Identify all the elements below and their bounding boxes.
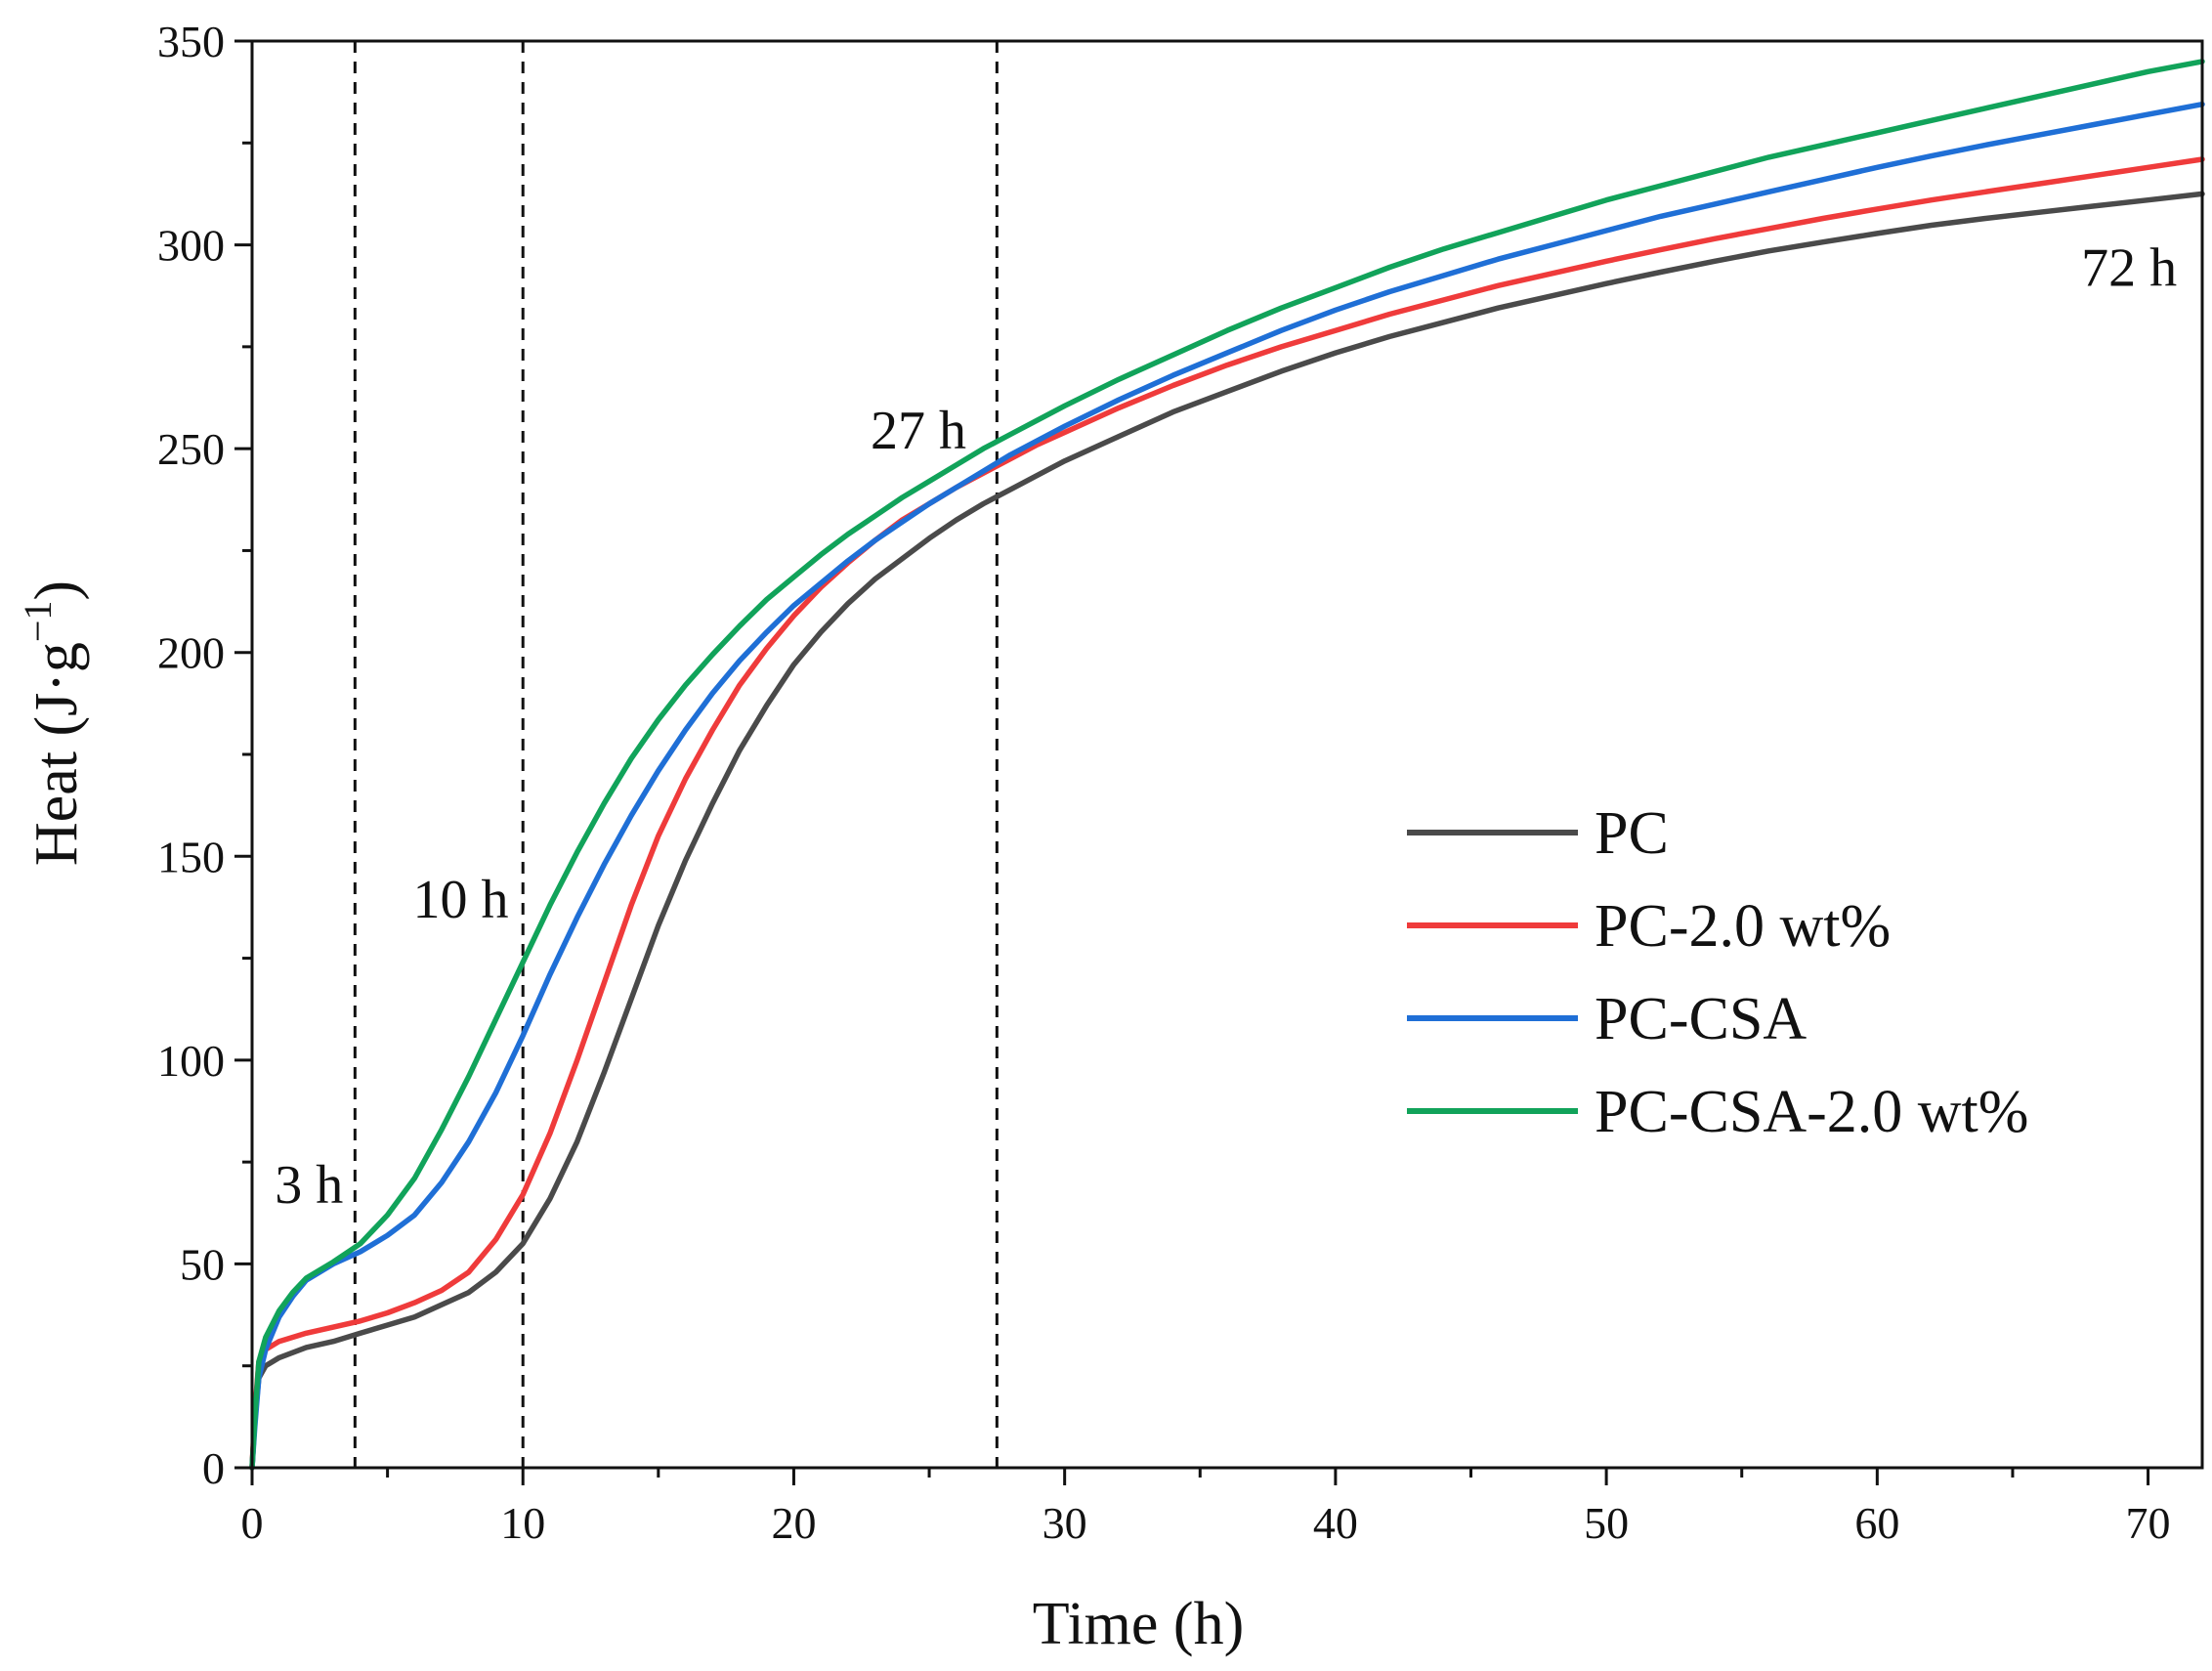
x-axis-title: Time (h) — [1033, 1591, 1244, 1657]
annotation-1: 10 h — [412, 870, 508, 930]
y-tick-label-300: 300 — [157, 221, 225, 271]
x-tick-label-30: 30 — [1042, 1498, 1087, 1548]
series-lines — [249, 59, 2205, 1471]
x-tick-label-0: 0 — [241, 1498, 264, 1548]
vertical-reference-lines — [353, 41, 999, 1468]
y-tick-label-250: 250 — [157, 424, 225, 474]
legend: PC PC-2.0 wt% PC-CSA PC-CSA-2.0 wt% — [1407, 800, 2028, 1145]
legend-label-0: PC — [1595, 800, 1669, 867]
y-tick-label-0: 0 — [202, 1443, 225, 1493]
x-tick-label-20: 20 — [771, 1498, 816, 1548]
y-axis-ticks: 0 50 100 150 200 250 300 350 — [157, 17, 252, 1493]
plot-frame — [250, 39, 2204, 1470]
series-line-0 — [249, 191, 2205, 1471]
series-line-3 — [249, 59, 2205, 1471]
x-axis-ticks: 0 10 20 30 40 50 60 70 — [241, 1468, 2171, 1548]
legend-label-2: PC-CSA — [1595, 986, 1807, 1052]
y-tick-label-200: 200 — [157, 628, 225, 678]
annotations: 3 h 10 h 27 h 72 h — [275, 237, 2177, 1216]
plot-area: 0 10 20 30 40 50 60 70 0 50 100 150 200 250 300 350 3 … — [157, 17, 2205, 1548]
x-tick-label-70: 70 — [2126, 1498, 2171, 1548]
y-tick-label-150: 150 — [157, 832, 225, 881]
series-line-2 — [249, 101, 2205, 1471]
x-tick-label-10: 10 — [500, 1498, 545, 1548]
y-axis-title-main: Heat (J·g — [23, 642, 90, 866]
annotation-0: 3 h — [275, 1155, 343, 1216]
legend-label-3: PC-CSA-2.0 wt% — [1595, 1079, 2028, 1145]
annotation-3: 72 h — [2081, 237, 2177, 298]
annotation-2: 27 h — [871, 401, 966, 461]
y-tick-label-350: 350 — [157, 17, 225, 66]
x-tick-label-50: 50 — [1584, 1498, 1629, 1548]
x-tick-label-60: 60 — [1854, 1498, 1899, 1548]
y-tick-label-100: 100 — [157, 1036, 225, 1086]
y-tick-label-50: 50 — [180, 1239, 225, 1289]
legend-label-1: PC-2.0 wt% — [1595, 893, 1891, 960]
y-axis-title-superscript: −1 — [16, 601, 60, 643]
y-axis-title-close: ) — [23, 580, 90, 601]
y-axis-title: Heat (J·g−1) — [16, 580, 90, 866]
x-tick-label-40: 40 — [1313, 1498, 1358, 1548]
